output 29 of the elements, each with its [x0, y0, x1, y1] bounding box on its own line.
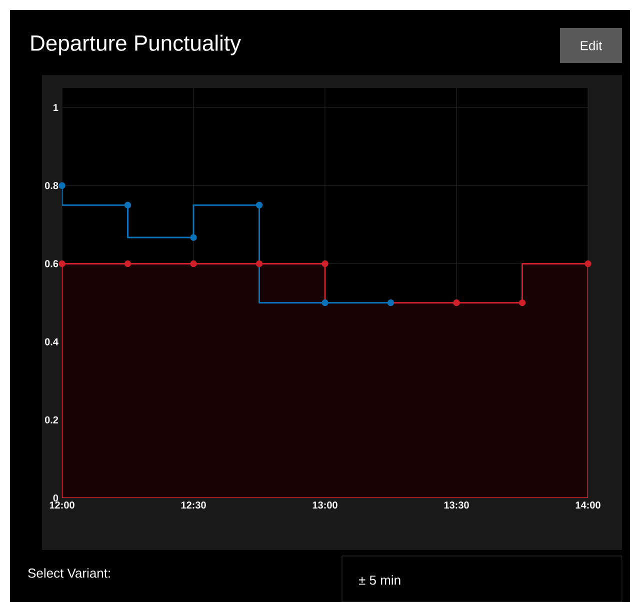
point — [256, 260, 263, 267]
point — [190, 234, 197, 241]
point — [124, 260, 132, 267]
point — [256, 202, 263, 208]
chart-title: Departure Punctuality — [31, 34, 242, 56]
text: ± 5 min — [358, 575, 400, 585]
y-tick-label: 0.2 — [44, 416, 58, 424]
point — [322, 260, 328, 267]
text: Select Variant: — [28, 568, 110, 578]
x-tick-label: 13:30 — [444, 501, 469, 509]
point — [124, 202, 132, 208]
x-tick-label: 14:00 — [576, 501, 600, 509]
x-tick-label: 12:30 — [181, 501, 206, 509]
point — [387, 299, 394, 306]
y-tick-label: 0.4 — [44, 338, 58, 346]
point — [453, 299, 460, 306]
text: Edit — [580, 40, 602, 50]
point — [322, 299, 328, 306]
point — [190, 260, 197, 267]
point — [58, 260, 66, 267]
x-tick-label: 13:00 — [312, 501, 338, 509]
point — [58, 182, 66, 189]
point — [584, 260, 592, 267]
y-tick-label: 0.8 — [44, 182, 58, 190]
point — [518, 299, 526, 306]
y-tick-label: 0.6 — [44, 260, 58, 268]
y-tick-label: 0 — [53, 494, 58, 502]
x-tick-label: 12:00 — [50, 501, 74, 509]
y-tick-label: 1 — [54, 104, 58, 111]
